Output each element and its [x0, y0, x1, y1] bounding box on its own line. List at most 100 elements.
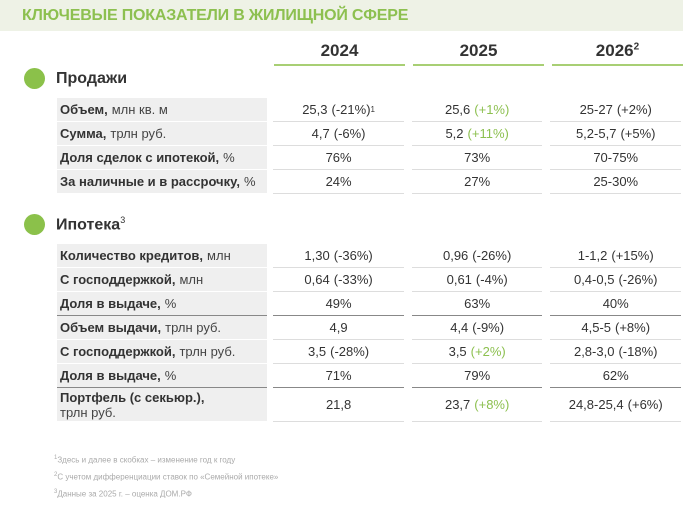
table-row: Доля в выдаче,% 71% 79% 62% — [57, 364, 683, 388]
section-table: Количество кредитов, млн 1,30 (-36%) 0,96 (-2… — [57, 244, 683, 422]
footnotes: 1Здесь и далее в скобках – изменение год… — [54, 451, 278, 502]
row-label-unit: % — [223, 150, 235, 165]
table-cell: 27% — [411, 170, 543, 194]
row-label: Объем, млн кв. м — [57, 98, 268, 122]
year-headers: 2024 2025 20262 — [274, 40, 683, 66]
row-label-unit: трлн руб. — [60, 404, 116, 420]
row-label: Количество кредитов, млн — [57, 244, 268, 268]
table-cell: 4,7 (-6%) — [273, 122, 404, 146]
cell-value: 25-30% — [593, 174, 639, 189]
cell-change: (-28%) — [330, 344, 370, 359]
cell-value: 76% — [325, 150, 352, 165]
row-label-bold: Доля в выдаче, — [60, 296, 161, 311]
year-header: 20262 — [552, 40, 683, 66]
cell-value: 4,4 — [450, 320, 469, 335]
footnote-ref: 3 — [120, 214, 126, 225]
table-cell: 4,5-5 (+8%) — [550, 316, 681, 340]
cell-value: 0,61 — [446, 272, 472, 287]
footnote-number: 2 — [54, 472, 58, 479]
table-cell: 21,8 — [273, 388, 404, 422]
row-label-bold: За наличные и в рассрочку, — [60, 174, 240, 189]
section-title-text: Продажи — [56, 69, 128, 87]
cell-value: 70-75% — [593, 150, 639, 165]
table-cell: 4,4 (-9%) — [411, 316, 543, 340]
cell-value: 4,5-5 — [581, 320, 612, 335]
table-cell: 40% — [550, 292, 681, 316]
row-label-bold: Объем, — [60, 102, 108, 117]
footnote-text: Здесь и далее в скобках – изменение год … — [57, 455, 236, 465]
row-label-bold: Объем выдачи, — [60, 320, 162, 335]
row-label: Сумма, трлн руб. — [57, 122, 268, 146]
cell-change: (-36%) — [333, 248, 373, 263]
table-cell: 76% — [273, 146, 404, 170]
table-cell: 4,9 — [273, 316, 404, 340]
cell-value: 79% — [464, 368, 491, 383]
cell-value: 40% — [602, 296, 629, 311]
cell-value: 0,96 — [442, 248, 469, 263]
footnote-ref: 2 — [633, 41, 640, 53]
table-cell: 0,96 (-26%) — [411, 244, 543, 268]
cell-value: 5,2-5,7 — [575, 126, 617, 141]
row-label-unit: % — [164, 368, 177, 383]
cell-value: 3,5 — [448, 344, 467, 359]
cell-change: (+8%) — [474, 397, 510, 412]
table-cell: 70-75% — [550, 146, 681, 170]
cell-value: 62% — [602, 368, 629, 383]
row-label-bold: Сумма, — [60, 126, 107, 141]
row-label-unit: млн — [207, 248, 231, 263]
cell-value: 5,2 — [445, 126, 464, 141]
cell-value: 3,5 — [308, 344, 327, 359]
table-row: Количество кредитов, млн 1,30 (-36%) 0,96 (-2… — [57, 244, 683, 268]
bullet-dot-icon — [24, 214, 45, 235]
row-label-unit: млн кв. м — [111, 102, 168, 117]
table-cell: 73% — [411, 146, 543, 170]
row-label: Доля в выдаче,% — [57, 292, 268, 316]
table-row: Сумма, трлн руб. 4,7 (-6%) 5,2 (+11%) 5,2-5,7(… — [57, 122, 683, 146]
table-cell: 63% — [411, 292, 543, 316]
row-label: Портфель (с секьюр.), трлн руб. — [57, 388, 268, 422]
footnote: 1Здесь и далее в скобках – изменение год… — [54, 451, 278, 468]
year-label: 2024 — [320, 41, 359, 60]
section-title: Продажи — [56, 70, 127, 88]
table-cell: 24,8-25,4 (+6%) — [550, 388, 681, 422]
table-row: Доля в выдаче,% 49% 63% 40% — [57, 292, 683, 316]
cell-change: (+5%) — [620, 126, 656, 141]
cell-change: (+2%) — [470, 344, 506, 359]
cell-value: 24,8-25,4 — [568, 397, 624, 412]
table-cell: 1-1,2 (+15%) — [550, 244, 681, 268]
row-label-unit: % — [164, 296, 177, 311]
row-label-unit: % — [243, 174, 256, 189]
row-label: С господдержкой, млн — [57, 268, 268, 292]
title-band — [0, 0, 683, 31]
cell-value: 1-1,2 — [577, 248, 608, 263]
footnote: 3Данные за 2025 г. – оценка ДОМ.РФ — [54, 485, 278, 502]
cell-change: (+2%) — [616, 102, 652, 117]
table-row: С господдержкой, млн 0,64 (-33%) 0,61 (-4%) 0,… — [57, 268, 683, 292]
row-label-unit: трлн руб. — [179, 344, 236, 359]
row-label: За наличные и в рассрочку,% — [57, 170, 268, 194]
cell-value: 73% — [464, 150, 491, 165]
table-cell: 0,4-0,5 (-26%) — [550, 268, 681, 292]
row-label-unit: трлн руб. — [165, 320, 222, 335]
cell-value: 71% — [325, 368, 352, 383]
cell-change: (-18%) — [618, 344, 658, 359]
cell-change: (-26%) — [472, 248, 512, 263]
cell-change: (+11%) — [467, 126, 509, 141]
footnote-number: 1 — [54, 455, 58, 461]
footnote-ref: 1 — [370, 105, 375, 114]
footnote: 2С учетом дифференциации ставок по «Семе… — [54, 468, 278, 485]
cell-change: (-6%) — [333, 126, 366, 141]
table-row: Объем выдачи, трлн руб. 4,9 4,4 (-9%) 4,5-5 (+… — [57, 316, 683, 340]
row-label-unit: млн — [179, 272, 204, 287]
page-title: КЛЮЧЕВЫЕ ПОКАЗАТЕЛИ В ЖИЛИЩНОЙ СФЕРЕ — [22, 7, 409, 24]
row-label: Объем выдачи, трлн руб. — [57, 316, 268, 340]
cell-value: 0,4-0,5 — [573, 272, 615, 287]
table-cell: 25-27 (+2%) — [550, 98, 681, 122]
section-header: Ипотека3 — [24, 214, 125, 235]
row-label-bold: Портфель (с секьюр.), — [60, 389, 205, 405]
cell-change: (+8%) — [615, 320, 651, 335]
table-row: С господдержкой, трлн руб. 3,5 (-28%) 3,5 (+2… — [57, 340, 683, 364]
cell-value: 25-27 — [579, 102, 613, 117]
row-label: С господдержкой, трлн руб. — [57, 340, 268, 364]
cell-value: 21,8 — [325, 397, 352, 412]
